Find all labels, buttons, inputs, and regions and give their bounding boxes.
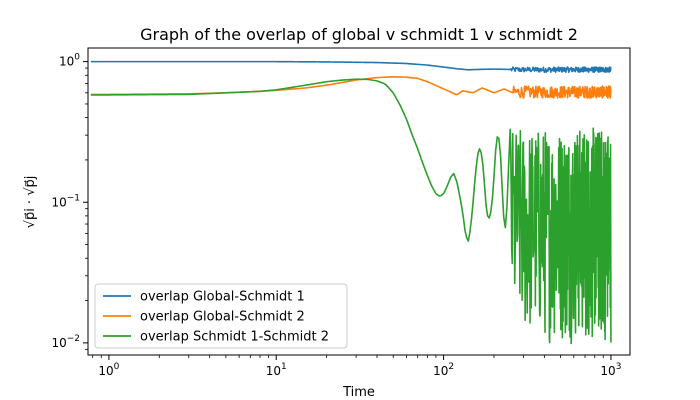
legend-label-3: overlap Schmidt 1-Schmidt 2 — [140, 330, 329, 345]
x-tick-label-4: 103 — [600, 362, 621, 378]
plot-frame — [87, 47, 631, 356]
x-tick-label-2: 101 — [266, 362, 287, 378]
chart-title: Graph of the overlap of global v schmidt… — [140, 25, 578, 44]
y-axis-label: √p⃗i · √p⃗j — [23, 176, 38, 229]
x-axis-label: Time — [342, 385, 375, 400]
axes: 100 101 102 103 100 10−1 10−2 — [51, 47, 631, 378]
y-tick-label-3: 10−2 — [51, 334, 80, 350]
legend-label-2: overlap Global-Schmidt 2 — [140, 310, 305, 325]
x-tick-label-1: 100 — [98, 362, 119, 378]
legend: overlap Global-Schmidt 1 overlap Global-S… — [94, 283, 348, 349]
legend-box — [94, 283, 348, 349]
y-tick-label-2: 10−1 — [51, 193, 80, 209]
plot-area — [90, 60, 612, 345]
y-tick-label-1: 100 — [59, 53, 80, 69]
series-line-3 — [90, 78, 612, 345]
x-tick-label-3: 102 — [433, 362, 454, 378]
legend-label-1: overlap Global-Schmidt 1 — [140, 290, 305, 305]
series-line-1 — [90, 60, 612, 74]
